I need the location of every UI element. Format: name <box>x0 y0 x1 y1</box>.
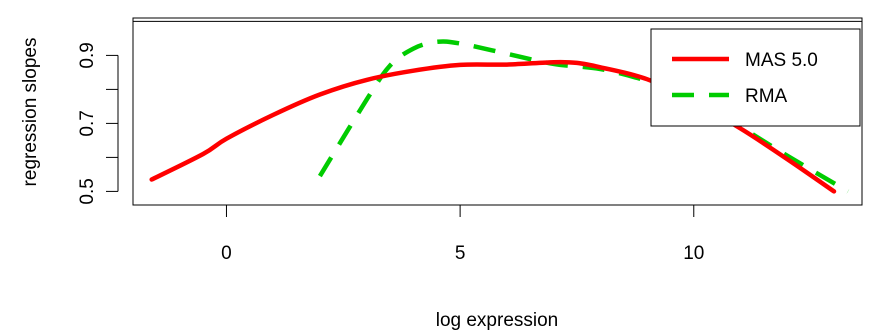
y-tick-label: 0.7 <box>77 110 98 136</box>
axes: 0 5 10 0.5 0.7 0.9 <box>77 17 863 264</box>
x-axis-label: log expression <box>436 310 559 331</box>
x-tick-label: 5 <box>455 243 466 264</box>
legend-box <box>650 28 861 127</box>
x-tick-label: 0 <box>221 243 232 264</box>
y-tick-label: 0.5 <box>77 178 98 204</box>
y-tick-label: 0.9 <box>77 42 98 68</box>
legend-label: MAS 5.0 <box>745 50 818 71</box>
x-tick-label: 10 <box>683 243 704 264</box>
legend: MAS 5.0 RMA <box>650 28 861 127</box>
y-axis-label: regression slopes <box>20 38 41 187</box>
legend-label: RMA <box>745 86 788 107</box>
